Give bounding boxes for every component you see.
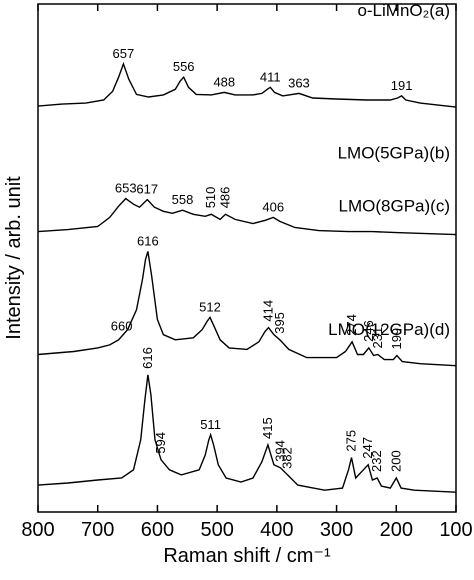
spectrum (37, 374, 457, 493)
peak-label: 512 (199, 299, 221, 314)
spectrum (37, 251, 457, 367)
peak-label: 191 (391, 78, 413, 93)
spectrum (37, 197, 457, 236)
peak-label: 558 (172, 192, 194, 207)
peak-label: 653 (115, 181, 137, 196)
peak-label: 382 (280, 447, 295, 469)
x-tick-label: 800 (21, 519, 54, 541)
peak-label: 247 (360, 437, 375, 459)
peak-label: 660 (111, 318, 133, 333)
peak-label: 657 (113, 46, 135, 61)
peak-label: 199 (389, 328, 404, 350)
peak-label: 411 (260, 69, 281, 84)
peak-label: 275 (344, 430, 359, 452)
peak-label: 617 (136, 182, 158, 197)
peak-label: 394 (272, 440, 287, 462)
peak-label: 414 (260, 300, 275, 322)
x-tick-label: 500 (200, 519, 233, 541)
x-tick-label: 300 (320, 519, 353, 541)
y-axis-label: Intensity / arb. unit (3, 176, 25, 340)
plot-frame (37, 3, 457, 513)
peak-label: 616 (137, 233, 159, 248)
peak-label: 510 (203, 187, 218, 209)
peak-label: 415 (260, 417, 275, 439)
peak-label: 556 (173, 59, 195, 74)
peak-label: 511 (200, 417, 221, 432)
peak-label: 246 (361, 320, 376, 342)
peak-label: 274 (344, 314, 359, 336)
peak-label: 488 (213, 74, 235, 89)
series-name: LMO(5GPa)(b) (338, 144, 450, 163)
peak-label: 594 (153, 432, 168, 454)
series-name: LMO(8GPa)(c) (339, 196, 450, 215)
x-tick-label: 600 (141, 519, 174, 541)
peak-label: 363 (288, 75, 310, 90)
x-tick-label: 400 (260, 519, 293, 541)
peak-label: 616 (140, 347, 155, 369)
x-tick-label: 700 (81, 519, 114, 541)
peak-label: 395 (272, 312, 287, 334)
series-name: LMO(12GPa)(d) (328, 320, 450, 339)
peak-label: 406 (262, 199, 284, 214)
spectrum (37, 61, 457, 108)
x-tick-label: 200 (380, 519, 413, 541)
peak-label: 200 (388, 450, 403, 472)
series-name: o-LiMnO₂(a) (357, 1, 450, 20)
peak-label: 486 (218, 187, 233, 209)
x-axis-label: Raman shift / cm⁻¹ (163, 545, 331, 567)
x-tick-label: 100 (439, 519, 472, 541)
peak-label: 232 (369, 450, 384, 472)
peak-label: 231 (370, 327, 385, 349)
